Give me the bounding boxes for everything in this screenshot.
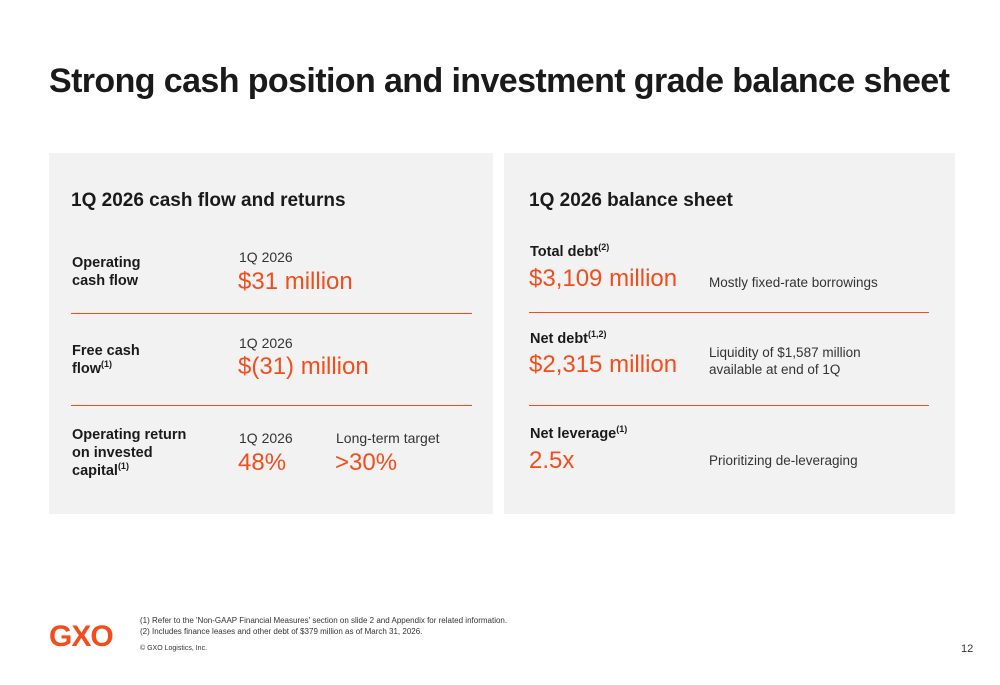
footnote-ref: (1,2) [588,329,607,340]
slide-title: Strong cash position and investment grad… [49,62,950,100]
label-line: flow [72,361,101,377]
free-cash-flow-value: $(31) million [238,353,369,380]
operating-cash-flow-period: 1Q 2026 [239,249,293,265]
footnote-2: (2) Includes finance leases and other de… [140,627,423,636]
footnote-ref: (1) [117,461,129,472]
roic-period: 1Q 2026 [239,430,293,446]
label-text: Total debt [530,244,599,260]
label-line: Operating return [72,427,187,443]
footnote-ref: (1) [101,359,112,370]
total-debt-label: Total debt(2) [530,243,609,261]
roic-target-label: Long-term target [336,430,440,446]
net-debt-value: $2,315 million [529,351,678,378]
label-text: Net debt [530,331,588,347]
net-leverage-label: Net leverage(1) [530,425,627,443]
cash-flow-heading: 1Q 2026 cash flow and returns [71,190,346,211]
page-number: 12 [961,643,974,655]
row-divider [71,313,472,314]
row-divider [529,405,929,406]
roic-value: 48% [238,449,287,476]
total-debt-value: $3,109 million [529,265,678,292]
free-cash-flow-label: Free cash flow(1) [72,342,140,378]
net-leverage-value: 2.5x [529,447,575,474]
note-line: available at end of 1Q [709,362,841,377]
cash-flow-panel: 1Q 2026 cash flow and returns Operating … [49,153,493,514]
free-cash-flow-period: 1Q 2026 [239,335,293,351]
footnote-ref: (1) [616,424,628,435]
label-line: on invested [72,445,153,461]
roic-target-value: >30% [335,449,398,476]
operating-cash-flow-value: $31 million [238,268,353,295]
net-leverage-note: Prioritizing de-leveraging [709,453,858,468]
row-divider [529,312,929,313]
label-line: Free cash [72,343,140,359]
label-line: Operating [72,255,141,271]
footnote-ref: (2) [598,242,610,253]
gxo-logo: GXO [49,620,114,653]
label-line: cash flow [72,273,139,289]
row-divider [71,405,472,406]
footnote-1: (1) Refer to the 'Non-GAAP Financial Mea… [140,616,508,625]
balance-sheet-heading: 1Q 2026 balance sheet [529,190,733,211]
copyright: © GXO Logistics, Inc. [140,645,208,652]
roic-label: Operating return on invested capital(1) [72,426,186,480]
label-text: Net leverage [530,426,617,442]
label-line: capital [72,463,118,479]
total-debt-note: Mostly fixed-rate borrowings [709,275,878,290]
balance-sheet-panel: 1Q 2026 balance sheet Total debt(2) $3,1… [504,153,955,514]
net-debt-label: Net debt(1,2) [530,330,607,348]
operating-cash-flow-label: Operating cash flow [72,254,140,290]
note-line: Liquidity of $1,587 million [709,345,861,360]
net-debt-note: Liquidity of $1,587 million available at… [709,344,861,378]
